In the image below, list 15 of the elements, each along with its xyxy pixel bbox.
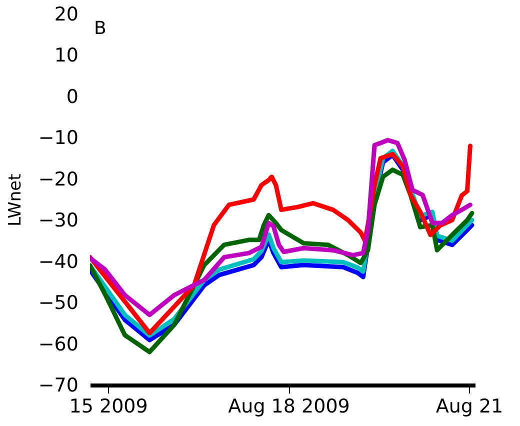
x-tick-label: 15 2009 [69,396,148,418]
y-tick-label: −70 [38,374,78,396]
y-tick-label: −40 [38,250,78,273]
y-tick-label: −30 [38,210,78,232]
y-axis-title: LWnet [5,173,26,226]
y-tick-label: 0 [66,86,78,108]
y-tick-label: −20 [38,168,78,190]
y-tick-label: −10 [38,127,78,150]
x-tick-label: Aug 18 2009 [228,396,350,418]
annotation: B [94,18,106,39]
y-tick-label: 10 [54,44,78,67]
y-tick-label: −50 [38,292,78,314]
x-tick-label: Aug 21 [436,396,504,418]
y-tick-label: −60 [38,333,78,356]
y-tick-label: 20 [54,4,78,26]
